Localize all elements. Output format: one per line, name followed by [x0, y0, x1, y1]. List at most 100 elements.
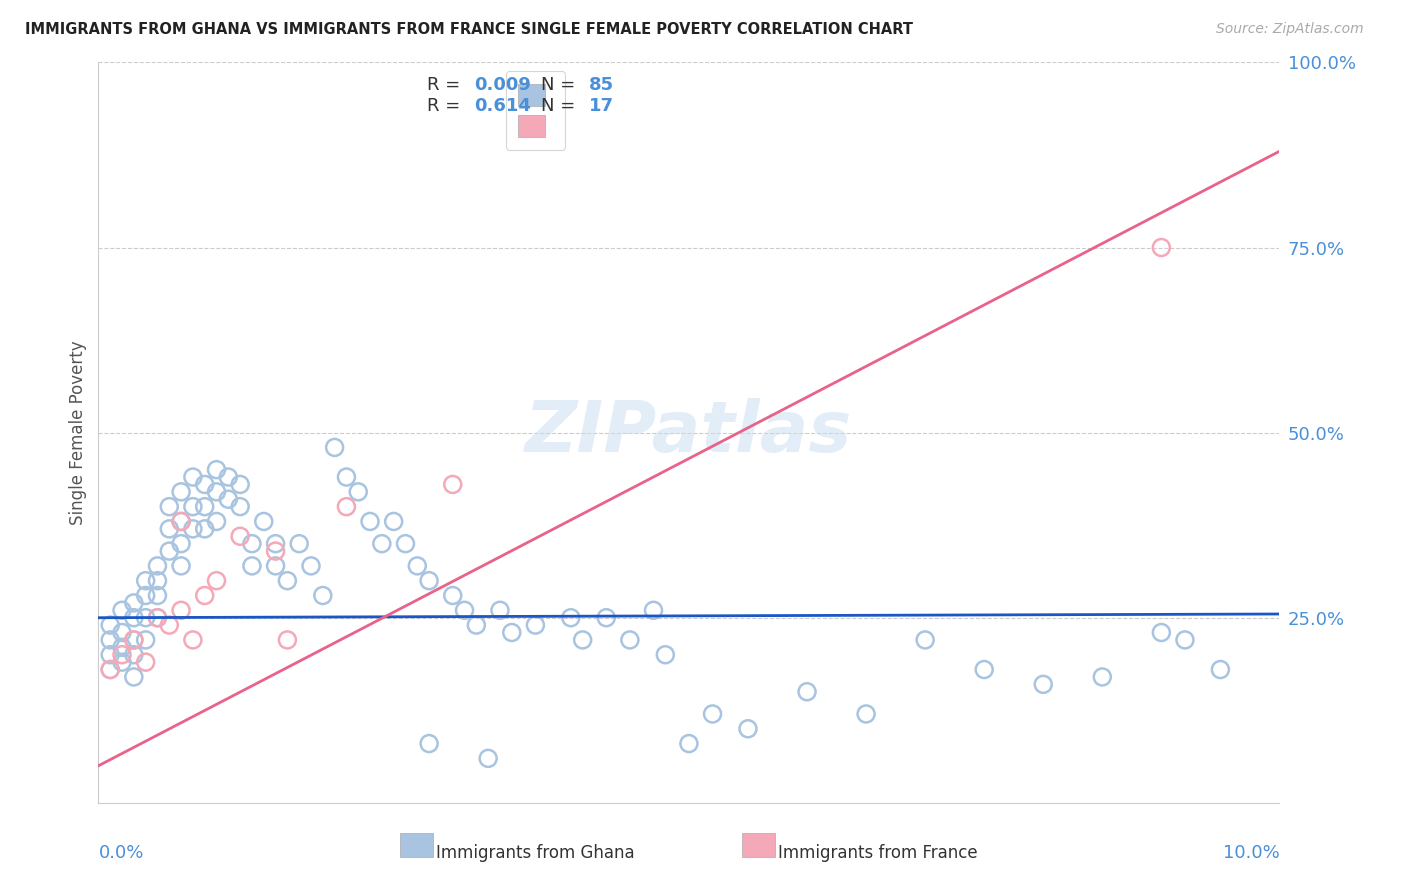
Point: [240, 536, 263, 550]
Point: [323, 441, 346, 455]
Point: [477, 751, 499, 765]
Point: [643, 603, 665, 617]
Legend: , : ,: [506, 71, 565, 150]
Point: [98, 632, 121, 647]
Point: [382, 515, 405, 529]
Point: [406, 558, 429, 573]
Point: [371, 536, 394, 550]
Point: [1209, 663, 1232, 677]
Text: 0.009: 0.009: [474, 76, 531, 94]
Point: [264, 536, 287, 550]
Point: [595, 610, 617, 624]
Point: [1091, 670, 1114, 684]
Point: [146, 558, 169, 573]
Point: [170, 558, 193, 573]
Point: [122, 670, 145, 684]
Point: [347, 484, 370, 499]
Point: [111, 648, 134, 662]
Point: [111, 603, 134, 617]
Text: Source: ZipAtlas.com: Source: ZipAtlas.com: [1216, 22, 1364, 37]
Text: R =: R =: [427, 76, 465, 94]
Point: [524, 618, 547, 632]
Point: [501, 625, 523, 640]
Point: [122, 596, 145, 610]
Point: [194, 522, 217, 536]
Point: [855, 706, 877, 721]
Point: [737, 722, 759, 736]
Text: IMMIGRANTS FROM GHANA VS IMMIGRANTS FROM FRANCE SINGLE FEMALE POVERTY CORRELATIO: IMMIGRANTS FROM GHANA VS IMMIGRANTS FROM…: [25, 22, 914, 37]
Text: 17: 17: [589, 96, 613, 114]
Point: [170, 484, 193, 499]
Point: [181, 500, 204, 514]
Point: [157, 618, 180, 632]
Point: [146, 589, 169, 603]
Text: Immigrants from France: Immigrants from France: [778, 844, 977, 862]
Point: [135, 610, 157, 624]
Point: [1032, 677, 1054, 691]
Point: [146, 610, 169, 624]
Point: [170, 515, 193, 529]
Point: [135, 655, 157, 669]
Point: [229, 500, 252, 514]
Point: [678, 737, 700, 751]
Point: [205, 574, 228, 588]
Point: [702, 706, 724, 721]
Point: [394, 536, 416, 550]
Point: [1150, 240, 1173, 255]
Point: [205, 462, 228, 476]
Point: [240, 558, 263, 573]
Point: [157, 522, 180, 536]
Point: [418, 737, 440, 751]
Point: [441, 589, 464, 603]
Text: N =: N =: [541, 76, 581, 94]
Point: [194, 477, 217, 491]
Point: [335, 470, 357, 484]
Point: [560, 610, 582, 624]
Text: 85: 85: [589, 76, 613, 94]
Point: [973, 663, 995, 677]
Point: [299, 558, 322, 573]
Point: [98, 648, 121, 662]
Text: Immigrants from Ghana: Immigrants from Ghana: [436, 844, 634, 862]
Point: [181, 632, 204, 647]
Point: [217, 492, 239, 507]
Point: [157, 500, 180, 514]
Point: [914, 632, 936, 647]
Text: 10.0%: 10.0%: [1223, 844, 1279, 862]
Point: [264, 544, 287, 558]
Point: [98, 618, 121, 632]
Point: [135, 632, 157, 647]
Point: [253, 515, 276, 529]
Point: [111, 655, 134, 669]
Point: [205, 484, 228, 499]
Point: [194, 500, 217, 514]
Text: 0.0%: 0.0%: [98, 844, 143, 862]
FancyBboxPatch shape: [742, 833, 775, 857]
Point: [276, 574, 298, 588]
Point: [111, 640, 134, 655]
Point: [335, 500, 357, 514]
Point: [111, 625, 134, 640]
Point: [170, 603, 193, 617]
Y-axis label: Single Female Poverty: Single Female Poverty: [69, 341, 87, 524]
Point: [276, 632, 298, 647]
Text: 0.614: 0.614: [474, 96, 531, 114]
Point: [441, 477, 464, 491]
Point: [122, 648, 145, 662]
Point: [465, 618, 488, 632]
Point: [135, 574, 157, 588]
Point: [98, 663, 121, 677]
Point: [122, 610, 145, 624]
Point: [264, 558, 287, 573]
FancyBboxPatch shape: [399, 833, 433, 857]
Point: [288, 536, 311, 550]
Text: N =: N =: [541, 96, 581, 114]
Point: [205, 515, 228, 529]
Text: ZIPatlas: ZIPatlas: [526, 398, 852, 467]
Point: [654, 648, 676, 662]
Text: R =: R =: [427, 96, 471, 114]
Point: [146, 610, 169, 624]
Point: [571, 632, 593, 647]
Point: [170, 536, 193, 550]
Point: [146, 574, 169, 588]
